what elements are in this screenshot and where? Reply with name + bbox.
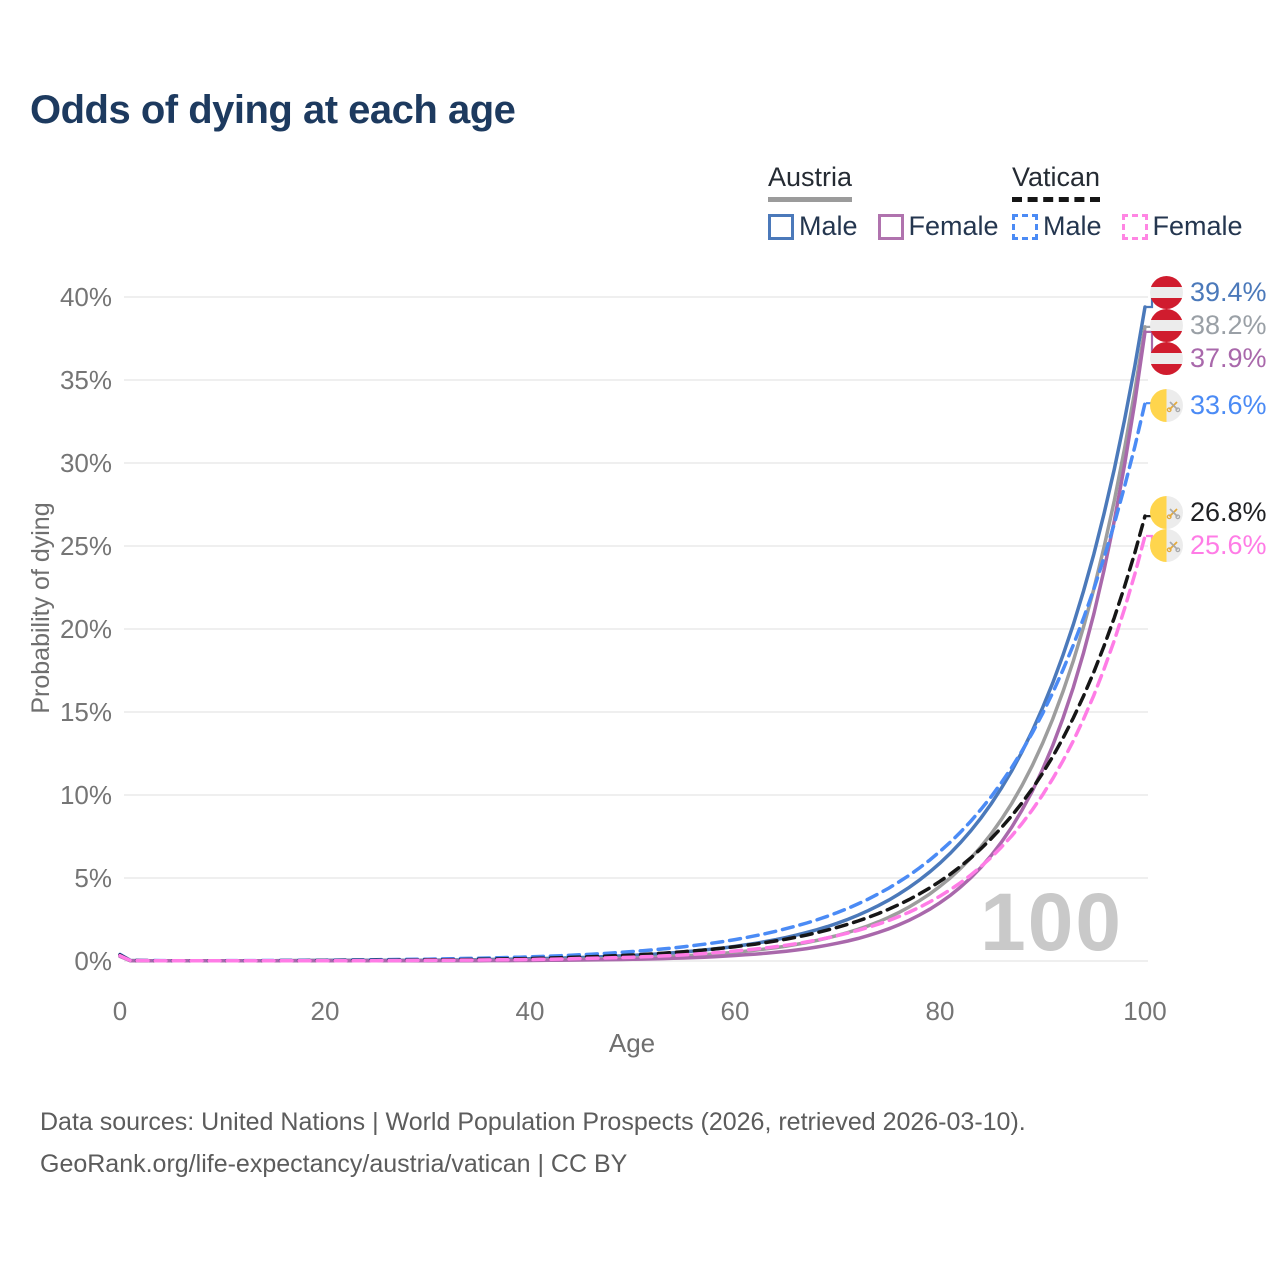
austria-flag-icon xyxy=(1150,275,1183,309)
x-axis-title: Age xyxy=(608,1028,656,1058)
x-tick-80: 80 xyxy=(925,996,955,1026)
legend-group-vatican: Vatican Male Female xyxy=(1012,162,1263,242)
y-tick-20: 20% xyxy=(59,614,112,644)
footer-attribution-link[interactable]: GeoRank.org/life-expectancy/austria/vati… xyxy=(40,1150,628,1178)
vatican-flag-icon xyxy=(1150,388,1183,422)
legend-title-vatican[interactable]: Vatican xyxy=(1012,162,1101,202)
legend-label-austria-female[interactable]: Female xyxy=(908,211,999,241)
y-tick-5: 5% xyxy=(74,863,112,893)
end-label-vatican-male: 33.6% xyxy=(1150,388,1267,422)
vatican-female-swatch-icon[interactable] xyxy=(1121,213,1148,240)
end-label-austria-total: 38.2% xyxy=(1150,308,1267,342)
y-tick-15: 15% xyxy=(59,697,112,727)
end-label-austria-female: 37.9% xyxy=(1150,341,1267,375)
legend-title-austria[interactable]: Austria xyxy=(768,162,853,202)
vatican-male-swatch-icon[interactable] xyxy=(1012,213,1038,240)
end-label-vatican-female: 25.6% xyxy=(1150,528,1267,562)
footer-data-sources: Data sources: United Nations | World Pop… xyxy=(40,1108,1026,1136)
series-line-vatican-female[interactable] xyxy=(118,534,1147,963)
series-end-value: 26.8% xyxy=(1190,496,1267,527)
vatican-flag-icon xyxy=(1150,528,1183,562)
x-tick-60: 60 xyxy=(720,996,750,1026)
series-end-value: 25.6% xyxy=(1190,529,1267,560)
legend-label-vatican-female[interactable]: Female xyxy=(1152,211,1243,241)
y-axis-title: Probability of dying xyxy=(27,502,55,714)
y-tick-0: 0% xyxy=(74,946,112,976)
x-tick-0: 0 xyxy=(112,996,128,1026)
age-watermark: 100 xyxy=(980,877,1123,968)
y-tick-25: 25% xyxy=(59,531,112,561)
x-tick-40: 40 xyxy=(515,996,545,1026)
legend-label-vatican-male[interactable]: Male xyxy=(1043,211,1102,241)
y-tick-30: 30% xyxy=(59,448,112,478)
page-title: Odds of dying at each age xyxy=(30,88,516,132)
x-tick-20: 20 xyxy=(310,996,340,1026)
y-tick-35: 35% xyxy=(59,365,112,395)
austria-flag-icon xyxy=(1150,308,1183,342)
series-line-austria-total[interactable] xyxy=(118,325,1147,963)
x-tick-100: 100 xyxy=(1123,996,1167,1026)
y-tick-40: 40% xyxy=(59,282,112,312)
legend-label-austria-male[interactable]: Male xyxy=(799,211,858,241)
austria-flag-icon xyxy=(1150,341,1183,375)
series-end-value: 33.6% xyxy=(1190,389,1267,420)
end-label-austria-male: 39.4% xyxy=(1150,275,1267,309)
vatican-flag-icon xyxy=(1150,495,1183,529)
series-line-austria-female[interactable] xyxy=(118,330,1147,963)
austria-male-swatch-icon[interactable] xyxy=(768,213,794,240)
series-end-value: 37.9% xyxy=(1190,342,1267,373)
end-label-vatican-total: 26.8% xyxy=(1150,495,1267,529)
series-line-austria-male[interactable] xyxy=(118,305,1147,963)
y-tick-10: 10% xyxy=(59,780,112,810)
series-end-value: 39.4% xyxy=(1190,276,1267,307)
legend-group-austria: Austria Male Female xyxy=(768,162,1019,242)
austria-female-swatch-icon[interactable] xyxy=(877,213,904,240)
series-end-value: 38.2% xyxy=(1190,309,1267,340)
